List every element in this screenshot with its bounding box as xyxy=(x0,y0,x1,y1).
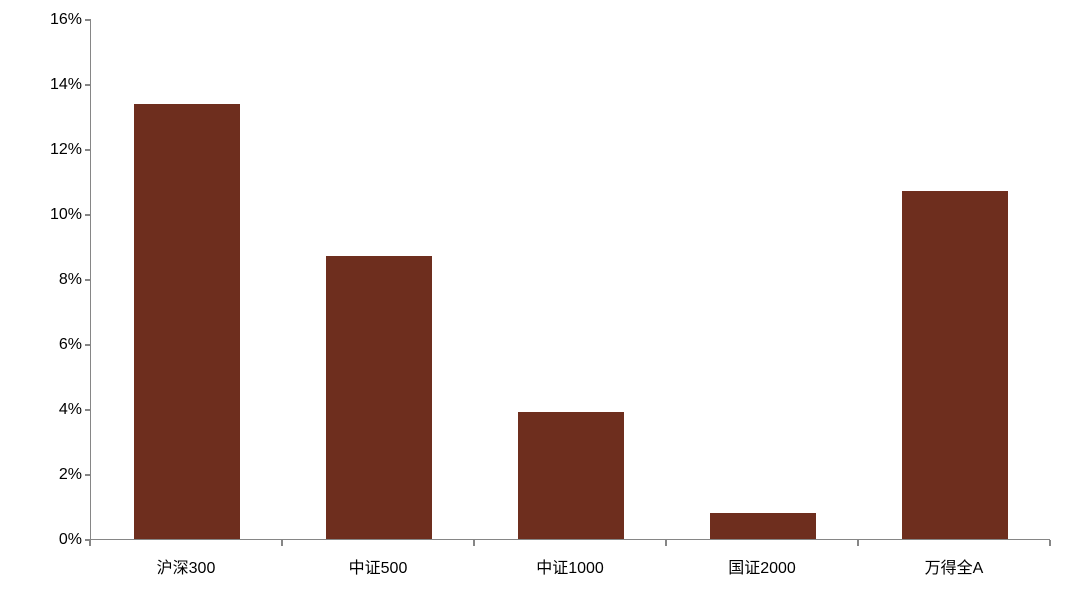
y-tick-mark xyxy=(85,279,91,281)
y-tick-label: 12% xyxy=(50,141,82,159)
bar xyxy=(710,513,816,539)
x-tick-label: 万得全A xyxy=(925,554,984,578)
y-tick-mark xyxy=(85,409,91,411)
y-tick-label: 10% xyxy=(50,206,82,224)
x-tick-label: 中证1000 xyxy=(536,554,604,578)
x-tick-label: 中证500 xyxy=(349,554,408,578)
y-tick-mark xyxy=(85,19,91,21)
x-tick-label: 国证2000 xyxy=(728,554,796,578)
y-tick-mark xyxy=(85,344,91,346)
y-tick-label: 0% xyxy=(59,531,82,549)
bars-group xyxy=(91,20,1050,539)
plot-area xyxy=(90,20,1050,540)
y-tick-label: 2% xyxy=(59,466,82,484)
bar xyxy=(518,412,624,539)
bar xyxy=(902,191,1008,539)
x-tick-mark xyxy=(665,540,667,546)
y-axis: 0%2%4%6%8%10%12%14%16% xyxy=(30,20,90,540)
bar xyxy=(326,256,432,539)
y-tick-mark xyxy=(85,214,91,216)
x-tick-mark xyxy=(89,540,91,546)
y-tick-label: 8% xyxy=(59,271,82,289)
x-tick-mark xyxy=(281,540,283,546)
y-tick-mark xyxy=(85,474,91,476)
x-tick-mark xyxy=(857,540,859,546)
y-tick-label: 6% xyxy=(59,336,82,354)
bar-chart: 0%2%4%6%8%10%12%14%16% 沪深300中证500中证1000国… xyxy=(30,20,1050,585)
y-tick-mark xyxy=(85,84,91,86)
x-tick-label: 沪深300 xyxy=(157,554,216,578)
y-tick-label: 14% xyxy=(50,76,82,94)
y-tick-label: 16% xyxy=(50,11,82,29)
x-tick-mark xyxy=(473,540,475,546)
y-tick-mark xyxy=(85,149,91,151)
x-tick-mark xyxy=(1049,540,1051,546)
bar xyxy=(134,104,240,540)
x-axis: 沪深300 中证500 中证1000 国证2000 万得全A xyxy=(90,540,1050,585)
y-tick-label: 4% xyxy=(59,401,82,419)
